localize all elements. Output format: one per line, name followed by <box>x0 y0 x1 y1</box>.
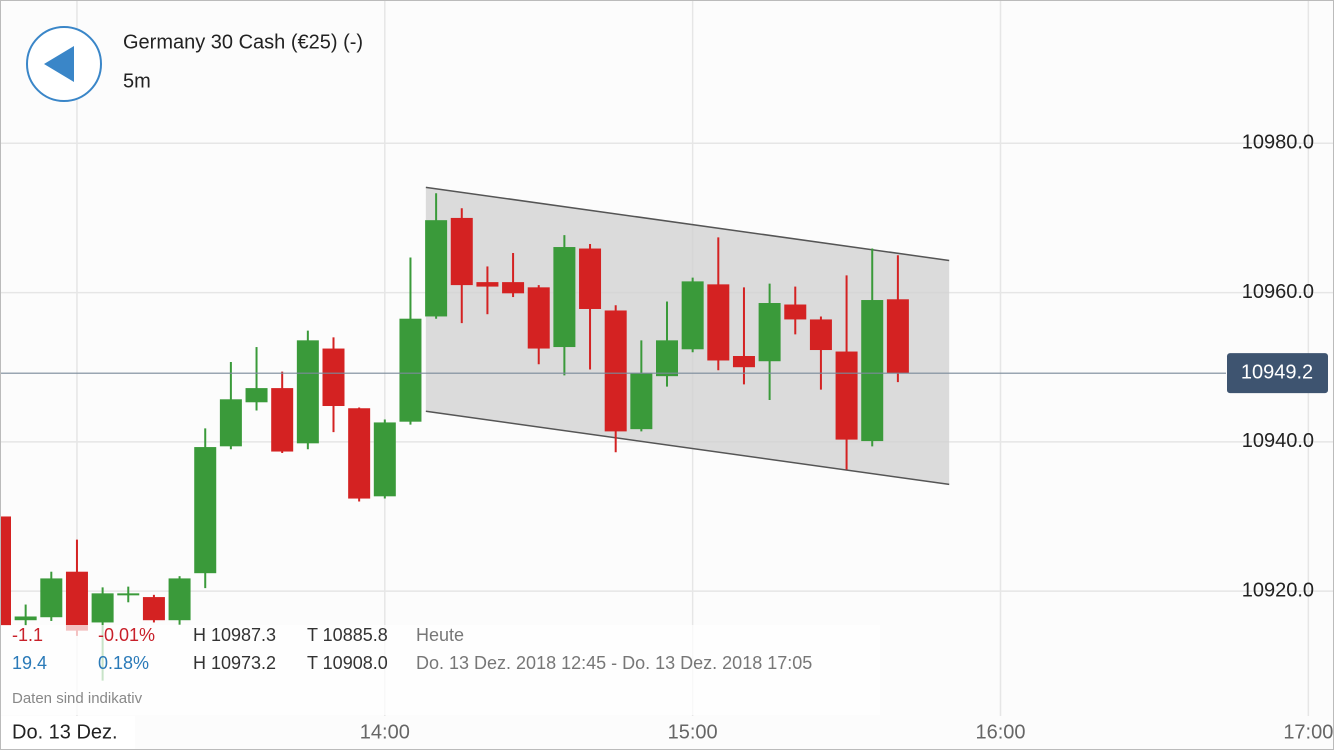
candle-body <box>604 310 627 432</box>
candle-body <box>553 247 576 348</box>
date-box <box>0 716 135 750</box>
candle-body <box>527 287 550 349</box>
stat-text: Do. 13 Dez. 2018 12:45 - Do. 13 Dez. 201… <box>416 653 812 673</box>
candle-body <box>91 593 114 623</box>
candle-body <box>14 616 37 621</box>
stat-text: -0.01% <box>98 625 155 645</box>
stat-text: T 10908.0 <box>307 653 388 673</box>
channel-line <box>425 186 950 262</box>
candle-body <box>630 373 653 430</box>
candle-body <box>886 299 909 374</box>
y-tick-label: 10960.0 <box>1242 281 1314 303</box>
candle-body <box>373 422 396 497</box>
candle-body <box>296 340 319 444</box>
subtitle: 5m <box>123 70 151 92</box>
x-tick-label: 15:00 <box>668 721 718 743</box>
x-tick-label: 17:00 <box>1283 721 1333 743</box>
candle-body <box>168 578 191 621</box>
candle-body <box>450 217 473 286</box>
stat-text: T 10885.8 <box>307 625 388 645</box>
candle-body <box>656 340 678 377</box>
stat-text: H 10973.2 <box>193 653 276 673</box>
y-tick-label: 10940.0 <box>1242 430 1314 452</box>
channel-line <box>425 410 950 486</box>
disclaimer: Daten sind indikativ <box>12 690 143 707</box>
stat-text: 0.18% <box>98 653 149 673</box>
candle-body <box>271 388 294 452</box>
back-arrow[interactable] <box>44 46 74 82</box>
candle-body <box>476 282 499 287</box>
x-axis-band <box>0 716 1334 750</box>
candle-body <box>425 220 448 317</box>
last-price-label: 10949.2 <box>1241 361 1313 383</box>
candle-body <box>809 319 832 351</box>
stat-text: -1.1 <box>12 625 43 645</box>
plot <box>0 0 1334 716</box>
stat-text: H 10987.3 <box>193 625 276 645</box>
candle-body <box>245 388 268 403</box>
stat-text: 19.4 <box>12 653 47 673</box>
candle-body <box>142 597 165 621</box>
candle-body <box>784 304 807 320</box>
title: Germany 30 Cash (€25) (-) <box>123 31 363 53</box>
candle-body <box>0 516 11 626</box>
candle-body <box>348 408 371 499</box>
date-label: Do. 13 Dez. <box>12 721 118 743</box>
candle-body <box>219 399 242 447</box>
stats-backdrop <box>0 625 880 715</box>
x-tick-label: 14:00 <box>360 721 410 743</box>
candle-body <box>732 356 755 368</box>
x-tick-label: 16:00 <box>975 721 1025 743</box>
y-tick-label: 10980.0 <box>1242 132 1314 154</box>
candle-body <box>681 281 704 350</box>
candle-body <box>65 571 88 631</box>
y-tick-label: 10920.0 <box>1242 579 1314 601</box>
candle-body <box>758 303 781 362</box>
candle-body <box>835 351 858 440</box>
candle-body <box>399 318 422 422</box>
stat-text: Heute <box>416 625 464 645</box>
candle-body <box>117 593 140 596</box>
candle-body <box>579 248 602 309</box>
x-axis: 14:00 15:00 16:00 17:00 <box>360 721 1334 743</box>
stats: -1.1 -0.01% H 10987.3 T 10885.8 Heute 19.4 0.1… <box>12 625 812 673</box>
candle-body <box>194 447 217 574</box>
last-price-box <box>1227 353 1328 394</box>
candle-body <box>40 578 63 618</box>
candle-body <box>707 284 730 361</box>
candle-body <box>502 282 525 294</box>
candle-body <box>322 348 345 407</box>
candle-body <box>861 300 884 442</box>
